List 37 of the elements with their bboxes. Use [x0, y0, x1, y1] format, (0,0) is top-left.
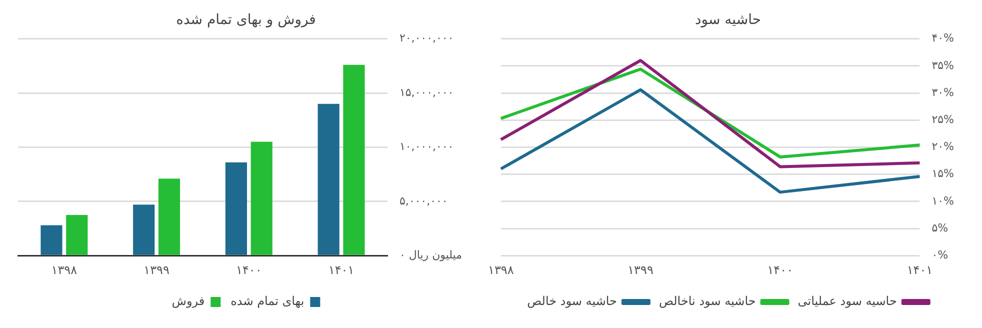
y-tick-label: ۳۰% [932, 86, 954, 99]
bar [158, 178, 180, 255]
chart-title: حاشیه سود [694, 12, 762, 28]
x-tick-label: ۱۳۹۹ [144, 262, 170, 277]
bar [225, 162, 247, 255]
y-tick-label: ۵% [932, 221, 948, 234]
x-tick-label: ۱۴۰۱ [328, 262, 354, 277]
y-tick-label: ۰% [932, 248, 948, 262]
y-tick-label: ۱۵% [932, 167, 954, 180]
y-tick-label: ۱۰% [932, 194, 954, 208]
bar [66, 214, 88, 255]
bar [133, 204, 155, 255]
y-tick-label: ۲۰,۰۰۰,۰۰۰ [399, 32, 454, 45]
x-tick-label: ۱۳۹۸ [488, 262, 514, 277]
legend-label: حاشیه سود ناخالص [658, 294, 756, 308]
x-tick-label: ۱۴۰۰ [236, 262, 262, 277]
y-tick-label: ۳۵% [932, 58, 954, 72]
legend-label: بهای تمام شده [230, 294, 304, 308]
x-tick-label: ۱۳۹۸ [51, 262, 78, 277]
y-tick-label: ۵,۰۰۰,۰۰۰ [399, 194, 448, 208]
x-tick-label: ۱۳۹۹ [628, 262, 654, 277]
x-tick-label: ۱۴۰۱ [906, 262, 933, 277]
y-tick-label: ۴۰% [932, 32, 954, 45]
chart-title: فروش و بهای تمام شده [176, 12, 316, 28]
bar [343, 64, 365, 255]
y-tick-label: ۰ میلیون ریال [399, 248, 462, 262]
x-tick-label: ۱۴۰۰ [767, 262, 794, 277]
legend-label: حاشیه سود خالص [527, 294, 617, 308]
legend-label: حاسیه سود عملیاتی [798, 294, 897, 308]
y-tick-label: ۲۵% [932, 112, 954, 126]
y-tick-label: ۱۵,۰۰۰,۰۰۰ [399, 86, 454, 99]
y-tick-label: ۲۰% [932, 140, 954, 154]
legend-label: فروش [172, 294, 205, 308]
y-tick-label: ۱۰,۰۰۰,۰۰۰ [399, 140, 454, 154]
bar [250, 142, 272, 255]
bar [318, 104, 340, 255]
bar [40, 225, 62, 255]
